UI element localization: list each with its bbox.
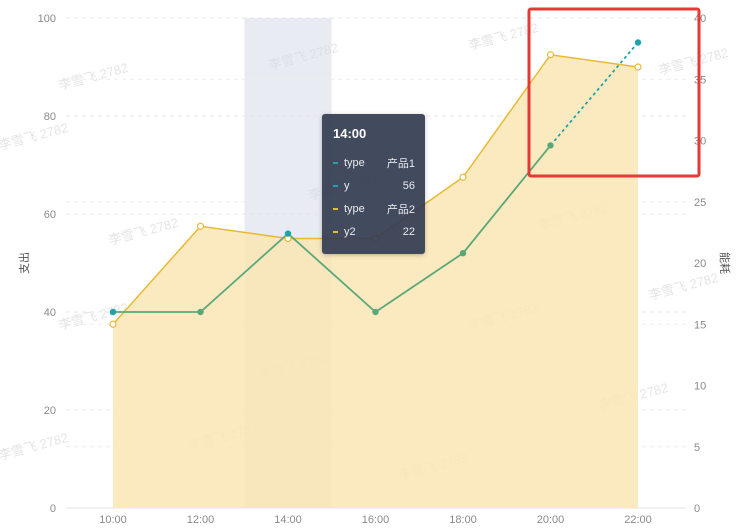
watermark-text: 李雪飞 2782 — [107, 215, 180, 248]
x-tick-label: 22:00 — [624, 514, 652, 526]
tooltip-row-name: type — [344, 156, 365, 169]
y-right-tick-label: 0 — [694, 503, 700, 515]
watermark-text: 李雪飞 2782 — [647, 270, 720, 303]
data-point — [459, 173, 467, 181]
tooltip-marker — [333, 207, 338, 210]
point-layer — [109, 39, 642, 328]
data-point — [109, 308, 117, 316]
tooltip-row-value: 22 — [402, 225, 415, 238]
y-right-tick-label: 15 — [694, 319, 706, 331]
watermark-text: 李雪飞 2782 — [0, 120, 70, 153]
tooltip-row: y 56 — [333, 174, 415, 197]
x-tick-label: 18:00 — [449, 514, 477, 526]
tooltip-marker — [333, 230, 338, 233]
y-left-tick-label: 80 — [44, 111, 56, 123]
y-left-tick-label: 100 — [38, 13, 56, 25]
x-tick-label: 20:00 — [537, 514, 565, 526]
series-line — [113, 144, 552, 314]
y-right-axis-title: 能耗 — [718, 252, 732, 274]
data-point — [634, 39, 642, 46]
x-tick-label: 12:00 — [187, 514, 215, 526]
data-point — [284, 230, 292, 237]
tooltip-title: 14:00 — [333, 126, 367, 141]
chart-tooltip: 14:00 type 产品1 y 56 type 产品2 y2 22 — [322, 114, 425, 254]
y-right-tick-label: 20 — [694, 258, 706, 270]
tooltip-marker — [333, 161, 338, 164]
data-point — [197, 308, 204, 316]
x-tick-label: 14:00 — [274, 514, 302, 526]
y-left-tick-label: 0 — [50, 503, 56, 515]
tooltip-row-name: y2 — [344, 225, 356, 238]
tooltip-row-name: type — [344, 202, 365, 215]
data-point — [372, 308, 379, 316]
y-right-tick-label: 5 — [694, 442, 700, 454]
y-right-tick-label: 25 — [694, 197, 706, 209]
series-line-dashed — [549, 41, 639, 146]
x-tick-label: 16:00 — [362, 514, 390, 526]
watermark-text: 李雪飞 2782 — [0, 430, 70, 463]
tooltip-row: y2 22 — [333, 220, 415, 243]
tooltip-row-value: 产品1 — [386, 157, 415, 170]
y-right-tick-label: 10 — [694, 381, 706, 393]
data-point — [546, 51, 555, 59]
data-point — [459, 250, 467, 257]
data-point — [547, 142, 554, 149]
line-layer — [113, 41, 639, 314]
series-area-fill — [113, 54, 638, 508]
x-tick-label: 10:00 — [99, 514, 127, 526]
y-left-axis-title: 支出 — [17, 252, 31, 274]
tooltip-row: type 产品1 — [333, 151, 415, 174]
watermark-text: 李雪飞 2782 — [657, 45, 730, 78]
data-point — [109, 320, 117, 328]
data-point — [196, 222, 205, 230]
y-left-tick-label: 40 — [44, 307, 56, 319]
data-point — [634, 63, 642, 71]
tooltip-row: type 产品2 — [333, 197, 415, 220]
tooltip-row-name: y — [344, 179, 350, 192]
tooltip-row-value: 56 — [402, 179, 415, 192]
tooltip-row-value: 产品2 — [386, 203, 415, 216]
y-left-tick-label: 60 — [44, 209, 56, 221]
tooltip-marker — [333, 184, 338, 187]
annotation-box — [527, 7, 701, 178]
y-left-tick-label: 20 — [44, 405, 56, 417]
annotation-box-layer — [527, 7, 701, 178]
watermark-text: 李雪飞 2782 — [57, 60, 130, 93]
